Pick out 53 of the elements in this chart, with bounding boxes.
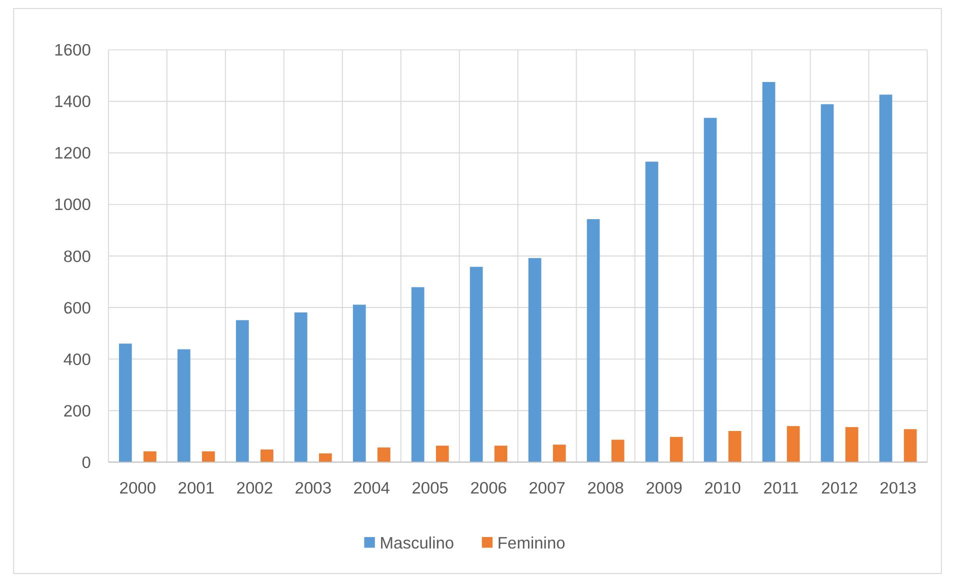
x-tick-label: 2004 [353, 478, 390, 498]
y-tick-label: 400 [63, 350, 91, 369]
bar [411, 287, 424, 462]
bar [118, 344, 132, 462]
bar [294, 312, 308, 462]
x-tick-label: 2011 [763, 478, 799, 498]
bar [436, 446, 449, 462]
x-tick-label: 2002 [236, 478, 274, 498]
legend-label: Masculino [380, 534, 454, 553]
bar [552, 444, 566, 462]
x-tick-label: 2003 [294, 478, 332, 498]
legend-label: Feminino [497, 534, 566, 553]
bar [786, 426, 800, 462]
bar [645, 162, 658, 462]
bar [494, 446, 508, 462]
x-tick-label: 2006 [470, 478, 507, 498]
x-tick-label: 2008 [587, 478, 624, 498]
bar [845, 427, 858, 462]
bar [352, 304, 366, 462]
y-tick-label: 1000 [54, 195, 91, 214]
y-tick-label: 1200 [54, 144, 91, 163]
bar [704, 118, 717, 462]
bar [177, 349, 190, 462]
y-tick-label: 600 [63, 298, 91, 318]
bar [670, 436, 683, 462]
bar [144, 451, 156, 462]
bar [377, 447, 390, 462]
bar [762, 82, 776, 462]
x-tick-label: 2009 [646, 478, 682, 498]
bar [260, 450, 274, 462]
x-tick-label: 2005 [412, 478, 448, 498]
bar [236, 320, 249, 462]
y-tick-label: 0 [82, 452, 91, 472]
bar [528, 258, 542, 462]
x-tick-label: 2000 [119, 478, 156, 498]
bar [470, 266, 483, 462]
bar [611, 440, 624, 462]
bar [586, 219, 600, 462]
x-tick-label: 2001 [178, 478, 215, 498]
bar [820, 104, 834, 462]
y-tick-label: 800 [63, 246, 91, 266]
y-tick-label: 1400 [54, 92, 91, 112]
x-tick-label: 2007 [528, 478, 566, 498]
x-tick-label: 2010 [704, 478, 741, 498]
x-tick-label: 2012 [821, 478, 858, 498]
x-tick-label: 2013 [880, 478, 916, 498]
bar [202, 451, 215, 462]
bar [728, 430, 742, 462]
bar [904, 429, 917, 462]
bar [879, 94, 892, 462]
bar [318, 453, 332, 462]
y-tick-label: 1600 [54, 40, 91, 60]
y-tick-label: 200 [63, 401, 91, 420]
